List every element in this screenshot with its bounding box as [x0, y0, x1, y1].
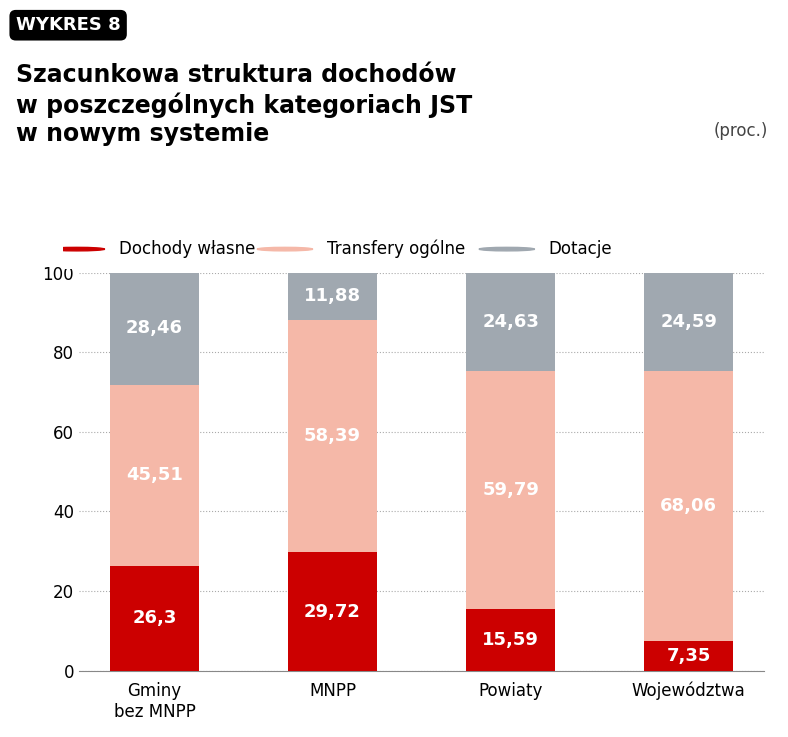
Text: (proc.): (proc.) [714, 122, 768, 139]
Bar [288, 553, 377, 671]
Text: w poszczególnych kategoriach JST: w poszczególnych kategoriach JST [16, 92, 472, 118]
Text: 58,39: 58,39 [304, 427, 361, 445]
Bar [288, 320, 377, 553]
Bar [466, 371, 555, 609]
Text: 24,63: 24,63 [482, 312, 539, 331]
Text: 29,72: 29,72 [304, 603, 361, 621]
Text: 28,46: 28,46 [126, 319, 183, 338]
Text: 59,79: 59,79 [482, 481, 539, 499]
Bar [466, 273, 555, 371]
Text: Dotacje: Dotacje [548, 240, 612, 258]
Text: 26,3: 26,3 [132, 609, 177, 627]
Text: 15,59: 15,59 [482, 631, 539, 649]
Circle shape [49, 248, 105, 251]
Text: 68,06: 68,06 [660, 497, 717, 515]
Bar [644, 641, 733, 671]
Circle shape [257, 248, 313, 251]
Text: WYKRES 8: WYKRES 8 [16, 16, 121, 34]
Text: Transfery ogólne: Transfery ogólne [326, 240, 465, 259]
Bar [110, 272, 199, 385]
Text: Szacunkowa struktura dochodów: Szacunkowa struktura dochodów [16, 63, 456, 87]
Text: 7,35: 7,35 [667, 647, 711, 665]
Text: Dochody własne: Dochody własne [118, 240, 255, 258]
Bar [288, 273, 377, 320]
Bar [110, 566, 199, 671]
Text: 24,59: 24,59 [660, 312, 717, 331]
Bar [644, 273, 733, 371]
Bar [110, 385, 199, 566]
Bar [466, 609, 555, 671]
Circle shape [479, 248, 534, 251]
Text: 45,51: 45,51 [126, 467, 183, 484]
Text: 11,88: 11,88 [304, 287, 361, 305]
Bar [644, 371, 733, 641]
Text: w nowym systemie: w nowym systemie [16, 122, 269, 146]
